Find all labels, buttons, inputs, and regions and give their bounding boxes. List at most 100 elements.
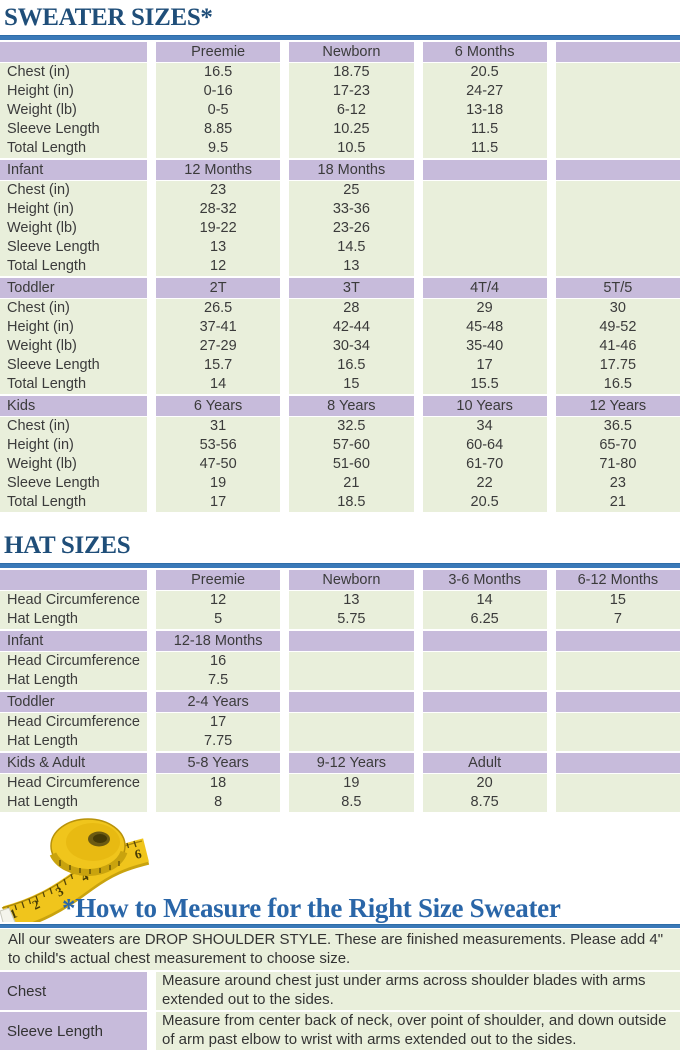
measurement-value: 28: [289, 299, 414, 318]
measurement-value: [555, 793, 680, 812]
measurement-value: 71-80: [555, 455, 680, 474]
measurement-row: Height (in) 28-32 33-36: [0, 200, 680, 219]
size-column-header: [289, 692, 414, 712]
measurement-value: [555, 181, 680, 200]
measurement-row: Hat Length 7.5: [0, 671, 680, 690]
measurement-value: 15.7: [156, 356, 281, 375]
measurement-value: 5: [156, 610, 281, 629]
measurement-value: 14.5: [289, 238, 414, 257]
measurement-value: 21: [555, 493, 680, 512]
measurement-value: 18.75: [289, 63, 414, 82]
measurement-value: 19: [289, 774, 414, 793]
measurement-value: [422, 713, 547, 732]
measurement-value: 14: [156, 375, 281, 394]
measurement-value: [289, 713, 414, 732]
measurement-row: Total Length 14 15 15.5 16.5: [0, 375, 680, 394]
measure-term-label: Sleeve Length: [0, 1012, 147, 1050]
size-column-header: 6 Months: [422, 42, 547, 62]
measurement-value: 12: [156, 591, 281, 610]
section-label: Toddler: [0, 692, 147, 712]
size-column-header: [555, 692, 680, 712]
measurement-value: 30-34: [289, 337, 414, 356]
measurement-value: 7: [555, 610, 680, 629]
measurement-value: 8: [156, 793, 281, 812]
measurement-value: 22: [422, 474, 547, 493]
measurement-row: Height (in) 37-41 42-44 45-48 49-52: [0, 318, 680, 337]
measurement-value: [422, 219, 547, 238]
measurement-value: 23: [555, 474, 680, 493]
measurement-label: Total Length: [0, 257, 147, 276]
measurement-value: [422, 200, 547, 219]
measurement-value: 13: [289, 591, 414, 610]
measurement-value: 45-48: [422, 318, 547, 337]
measurement-label: Hat Length: [0, 671, 147, 690]
section-header-row: Preemie Newborn 6 Months: [0, 42, 680, 62]
measurement-label: Total Length: [0, 139, 147, 158]
measurement-value: 16.5: [289, 356, 414, 375]
measurement-row: Chest (in) 31 32.5 34 36.5: [0, 417, 680, 436]
measurement-row: Height (in) 0-16 17-23 24-27: [0, 82, 680, 101]
size-column-header: Adult: [422, 753, 547, 773]
measurement-value: 31: [156, 417, 281, 436]
measurement-value: 0-16: [156, 82, 281, 101]
measurement-row: Hat Length 5 5.75 6.25 7: [0, 610, 680, 629]
size-column-header: 9-12 Years: [289, 753, 414, 773]
measurement-value: [555, 652, 680, 671]
measurement-value: [289, 671, 414, 690]
measurement-value: [555, 200, 680, 219]
measurement-value: 11.5: [422, 139, 547, 158]
measurement-row: Height (in) 53-56 57-60 60-64 65-70: [0, 436, 680, 455]
size-column-header: [555, 753, 680, 773]
measurement-row: Head Circumference 17: [0, 713, 680, 732]
size-column-header: 12 Months: [156, 160, 281, 180]
tables-spacer: [0, 514, 680, 528]
size-column-header: 6 Years: [156, 396, 281, 416]
section-label: Infant: [0, 160, 147, 180]
measurement-value: 8.5: [289, 793, 414, 812]
measurement-value: 6.25: [422, 610, 547, 629]
size-column-header: 4T/4: [422, 278, 547, 298]
measurement-value: 19-22: [156, 219, 281, 238]
measurement-value: [422, 238, 547, 257]
measurement-label: Height (in): [0, 436, 147, 455]
measure-heading-rule: [0, 924, 680, 928]
size-chart-page: SWEATER SIZES* Preemie Newborn 6 Months Che…: [0, 4, 680, 1050]
measurement-value: 16.5: [156, 63, 281, 82]
measurement-label: Height (in): [0, 82, 147, 101]
measurement-value: [555, 120, 680, 139]
section-label: [0, 570, 147, 590]
section-label: Toddler: [0, 278, 147, 298]
measurement-value: 21: [289, 474, 414, 493]
measurement-value: 15: [555, 591, 680, 610]
measurement-label: Weight (lb): [0, 101, 147, 120]
measurement-row: Weight (lb) 19-22 23-26: [0, 219, 680, 238]
measurement-value: 57-60: [289, 436, 414, 455]
measurement-value: 25: [289, 181, 414, 200]
measurement-value: 18: [156, 774, 281, 793]
measurement-label: Head Circumference: [0, 652, 147, 671]
measurement-value: 36.5: [555, 417, 680, 436]
measurement-row: Total Length 12 13: [0, 257, 680, 276]
measuring-tape-image: 1 2 3 4 5 6: [0, 818, 150, 922]
measurement-value: [289, 732, 414, 751]
measurement-row: Hat Length 8 8.5 8.75: [0, 793, 680, 812]
measurement-value: 17.75: [555, 356, 680, 375]
measurement-value: 60-64: [422, 436, 547, 455]
section-label: [0, 42, 147, 62]
measurement-value: [555, 82, 680, 101]
measurement-label: Sleeve Length: [0, 356, 147, 375]
measurement-value: 32.5: [289, 417, 414, 436]
sweater-sizes-title: SWEATER SIZES*: [4, 4, 213, 31]
measurement-row: Chest (in) 26.5 28 29 30: [0, 299, 680, 318]
measurement-value: 8.85: [156, 120, 281, 139]
measurement-value: 49-52: [555, 318, 680, 337]
section-label: Infant: [0, 631, 147, 651]
measurement-label: Chest (in): [0, 299, 147, 318]
measurement-value: 17: [156, 493, 281, 512]
measure-instruction-text: Measure from center back of neck, over p…: [156, 1012, 680, 1050]
size-column-header: 18 Months: [289, 160, 414, 180]
measurement-value: 12: [156, 257, 281, 276]
measurement-value: 27-29: [156, 337, 281, 356]
section-header-row: Preemie Newborn 3-6 Months 6-12 Months: [0, 570, 680, 590]
measurement-value: 5.75: [289, 610, 414, 629]
